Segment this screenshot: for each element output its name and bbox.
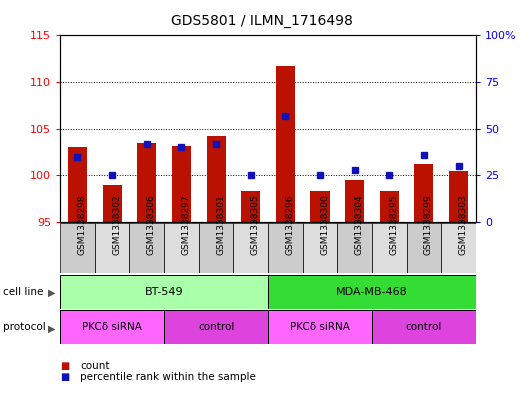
Text: GSM1338304: GSM1338304: [355, 194, 363, 255]
Text: BT-549: BT-549: [145, 287, 184, 297]
Bar: [129, 223, 164, 273]
Bar: [60, 223, 95, 273]
Text: ■: ■: [60, 361, 70, 371]
Bar: [60, 275, 268, 309]
Text: control: control: [406, 322, 442, 332]
Text: GSM1338295: GSM1338295: [389, 194, 399, 255]
Text: GSM1338298: GSM1338298: [77, 194, 86, 255]
Bar: [268, 310, 372, 344]
Text: ▶: ▶: [48, 288, 55, 298]
Bar: [372, 310, 476, 344]
Bar: [337, 223, 372, 273]
Bar: [441, 223, 476, 273]
Bar: [137, 143, 156, 222]
Bar: [268, 275, 476, 309]
Text: control: control: [198, 322, 234, 332]
Text: GSM1338300: GSM1338300: [320, 194, 329, 255]
Text: ▶: ▶: [48, 324, 55, 334]
Text: PKCδ siRNA: PKCδ siRNA: [82, 322, 142, 332]
Bar: [68, 147, 87, 222]
Bar: [241, 191, 260, 222]
Text: GSM1338306: GSM1338306: [147, 194, 156, 255]
Bar: [103, 185, 122, 222]
Bar: [268, 223, 303, 273]
Bar: [207, 136, 225, 222]
Text: MDA-MB-468: MDA-MB-468: [336, 287, 408, 297]
Text: GDS5801 / ILMN_1716498: GDS5801 / ILMN_1716498: [170, 14, 353, 28]
Bar: [345, 180, 364, 222]
Text: cell line: cell line: [3, 286, 43, 297]
Bar: [164, 223, 199, 273]
Bar: [276, 66, 295, 222]
Bar: [303, 223, 337, 273]
Text: GSM1338296: GSM1338296: [286, 194, 294, 255]
Bar: [407, 223, 441, 273]
Bar: [311, 191, 329, 222]
Text: GSM1338301: GSM1338301: [216, 194, 225, 255]
Text: GSM1338297: GSM1338297: [181, 194, 190, 255]
Bar: [164, 310, 268, 344]
Text: ■: ■: [60, 372, 70, 382]
Bar: [380, 191, 399, 222]
Text: GSM1338303: GSM1338303: [459, 194, 468, 255]
Text: percentile rank within the sample: percentile rank within the sample: [80, 372, 256, 382]
Text: PKCδ siRNA: PKCδ siRNA: [290, 322, 350, 332]
Bar: [372, 223, 407, 273]
Text: GSM1338299: GSM1338299: [424, 194, 433, 255]
Text: count: count: [80, 361, 109, 371]
Text: GSM1338302: GSM1338302: [112, 194, 121, 255]
Bar: [60, 310, 164, 344]
Text: GSM1338305: GSM1338305: [251, 194, 260, 255]
Bar: [414, 164, 434, 222]
Bar: [233, 223, 268, 273]
Text: protocol: protocol: [3, 322, 46, 332]
Bar: [172, 145, 191, 222]
Bar: [95, 223, 129, 273]
Bar: [199, 223, 233, 273]
Bar: [449, 171, 468, 222]
